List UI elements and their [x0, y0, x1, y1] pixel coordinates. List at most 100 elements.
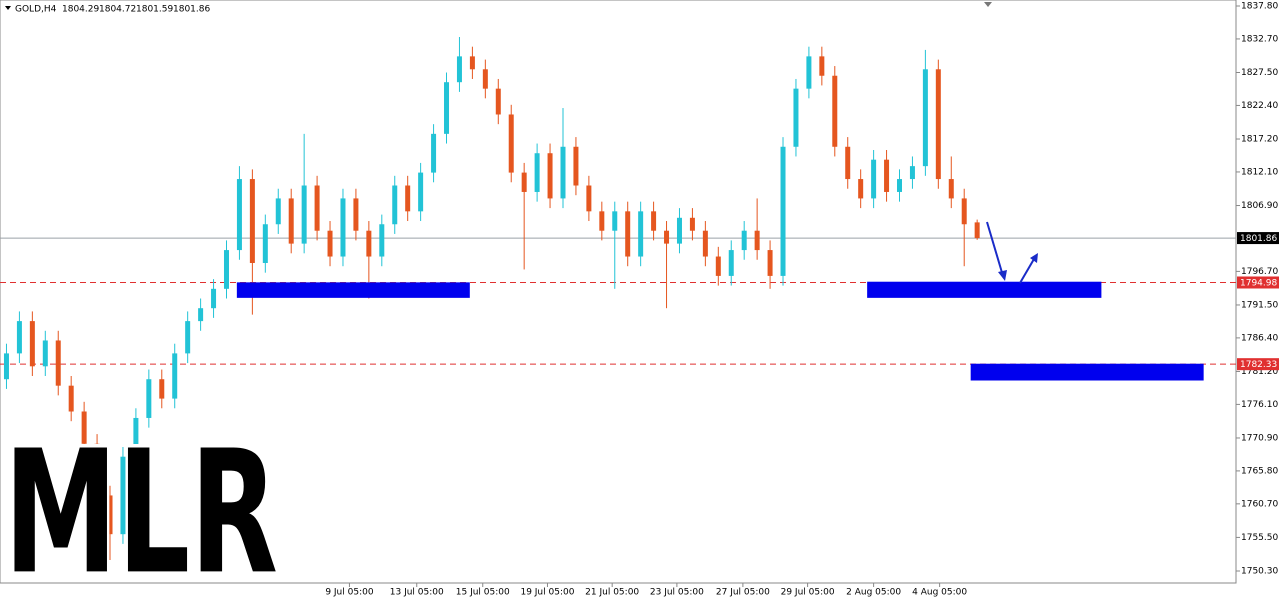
candle-body [922, 69, 928, 167]
arrow-up-head [1030, 253, 1038, 263]
candle-body [288, 198, 294, 244]
candle-body [974, 222, 980, 239]
price-label-bg [1237, 358, 1279, 371]
arrow-down [986, 221, 1004, 277]
candle-body [301, 185, 307, 244]
candle-body [366, 230, 372, 257]
candle-body [262, 224, 268, 263]
zone [867, 281, 1102, 298]
candle-body [159, 379, 165, 399]
candle-body [534, 153, 540, 192]
candle-body [728, 250, 734, 276]
y-tick-label: 1781.20 [1241, 367, 1278, 377]
watermark: MLR [4, 414, 278, 603]
y-tick-label: 1812.10 [1241, 167, 1278, 177]
candle-body [107, 495, 113, 535]
y-tick-label: 1765.80 [1241, 466, 1278, 476]
candle-body [819, 56, 825, 76]
candle-body [418, 172, 424, 212]
candle-body [392, 185, 398, 225]
candle-body [431, 133, 437, 173]
candle-body [508, 114, 514, 173]
candle-body [353, 198, 359, 231]
candle-body [676, 217, 682, 244]
candle-body [612, 211, 618, 231]
candle-body [845, 146, 851, 180]
candle-body [832, 75, 838, 147]
candle-body [172, 353, 178, 399]
candle-body [42, 340, 48, 367]
candle-body [651, 211, 657, 231]
zone [970, 363, 1204, 381]
y-tick-label: 1837.80 [1241, 2, 1278, 12]
price-label: 1782.33 [1240, 360, 1277, 370]
x-tick-label: 13 Jul 05:00 [390, 588, 444, 598]
arrow-down-head [998, 270, 1007, 281]
y-tick-label: 1750.30 [1241, 566, 1278, 576]
zone [236, 282, 470, 298]
candle-body [793, 88, 799, 147]
candle-body [211, 288, 217, 309]
price-label-bg [1237, 276, 1279, 289]
candle-body [236, 179, 242, 251]
y-tick-label: 1817.20 [1241, 135, 1278, 145]
candle-body [94, 443, 100, 496]
y-tick-label: 1832.70 [1241, 34, 1278, 44]
x-tick-label: 2 Aug 05:00 [846, 588, 901, 598]
candle-body [29, 321, 35, 367]
y-tick-label: 1827.50 [1241, 68, 1278, 78]
header-value: 1804.29 [62, 5, 99, 15]
candle-body [456, 56, 462, 83]
candle-body [896, 179, 902, 192]
candle-body [664, 230, 670, 244]
symbol: GOLD,H4 [15, 5, 57, 15]
candle-body [120, 456, 126, 535]
x-tick-label: 15 Jul 05:00 [456, 588, 510, 598]
candle-body [223, 250, 229, 289]
y-tick-label: 1770.90 [1241, 433, 1278, 443]
candle-body [405, 185, 411, 212]
arrow-up [1019, 258, 1035, 284]
x-tick-label: 4 Aug 05:00 [912, 588, 967, 598]
candle-body [884, 159, 890, 192]
candle-body [573, 146, 579, 186]
candle-body [741, 230, 747, 251]
y-tick-label: 1806.90 [1241, 201, 1278, 211]
candle-body [379, 224, 385, 257]
candle-body [702, 230, 708, 257]
candle-body [55, 340, 61, 386]
candle-body [275, 198, 281, 225]
candle-body [482, 69, 488, 89]
candle-body [625, 211, 631, 257]
candle-body [469, 56, 475, 70]
candle-body [444, 82, 450, 134]
y-tick-label: 1786.40 [1241, 333, 1278, 343]
header-value: 1804.72 [99, 5, 136, 15]
candle-body [340, 198, 346, 257]
x-tick-label: 21 Jul 05:00 [585, 588, 639, 598]
candle-body [314, 185, 320, 231]
y-tick-label: 1776.10 [1241, 400, 1278, 410]
candle-body [68, 385, 74, 412]
candle-body [599, 211, 605, 231]
candle-body [3, 353, 9, 380]
header-icon [5, 6, 11, 10]
header: GOLD,H4 [5, 5, 57, 15]
candle-body [547, 153, 553, 199]
candle-body [767, 250, 773, 276]
x-tick-label: 23 Jul 05:00 [650, 588, 704, 598]
y-tick-label: 1822.40 [1241, 101, 1278, 111]
candle-body [871, 159, 877, 199]
candle-body [81, 411, 87, 444]
x-tick-label: 19 Jul 05:00 [520, 588, 574, 598]
candle-body [133, 417, 139, 457]
header-value: 1801.86 [173, 5, 210, 15]
candle-body [715, 256, 721, 276]
candle-body [198, 308, 204, 322]
candle-body [638, 211, 644, 257]
candle-body [560, 146, 566, 199]
candle-body [754, 230, 760, 251]
candle-body [935, 69, 941, 180]
